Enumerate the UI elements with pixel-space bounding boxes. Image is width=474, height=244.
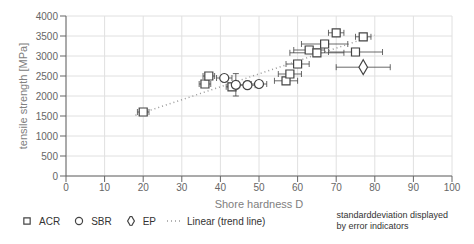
- svg-text:500: 500: [41, 151, 58, 162]
- html-text:standarddeviation displayed: standarddeviation displayed: [336, 210, 448, 220]
- svg-text:0: 0: [63, 182, 69, 193]
- svg-text:1500: 1500: [36, 111, 59, 122]
- svg-text:1000: 1000: [36, 131, 59, 142]
- svg-text:tensile strength [MPa]: tensile strength [MPa]: [17, 43, 29, 149]
- svg-text:50: 50: [253, 182, 265, 193]
- svg-text:Shore hardness D: Shore hardness D: [215, 198, 304, 210]
- svg-text:40: 40: [215, 182, 227, 193]
- svg-text:4000: 4000: [36, 11, 59, 22]
- svg-text:2000: 2000: [36, 91, 59, 102]
- svg-text:20: 20: [138, 182, 150, 193]
- html-text:by error indicators: by error indicators: [336, 221, 409, 231]
- svg-text:60: 60: [292, 182, 304, 193]
- svg-text:3500: 3500: [36, 31, 59, 42]
- svg-text:70: 70: [331, 182, 343, 193]
- html-text:Linear (trend line): Linear (trend line): [187, 215, 266, 227]
- html-text:EP: EP: [142, 215, 156, 227]
- svg-text:2500: 2500: [36, 71, 59, 82]
- svg-text:3000: 3000: [36, 51, 59, 62]
- svg-text:100: 100: [444, 182, 461, 193]
- svg-text:30: 30: [176, 182, 188, 193]
- svg-text:90: 90: [408, 182, 420, 193]
- svg-text:10: 10: [99, 182, 111, 193]
- html-text:ACR: ACR: [39, 215, 61, 227]
- svg-text:0: 0: [52, 171, 58, 182]
- html-text:SBR: SBR: [91, 215, 112, 227]
- svg-text:80: 80: [369, 182, 381, 193]
